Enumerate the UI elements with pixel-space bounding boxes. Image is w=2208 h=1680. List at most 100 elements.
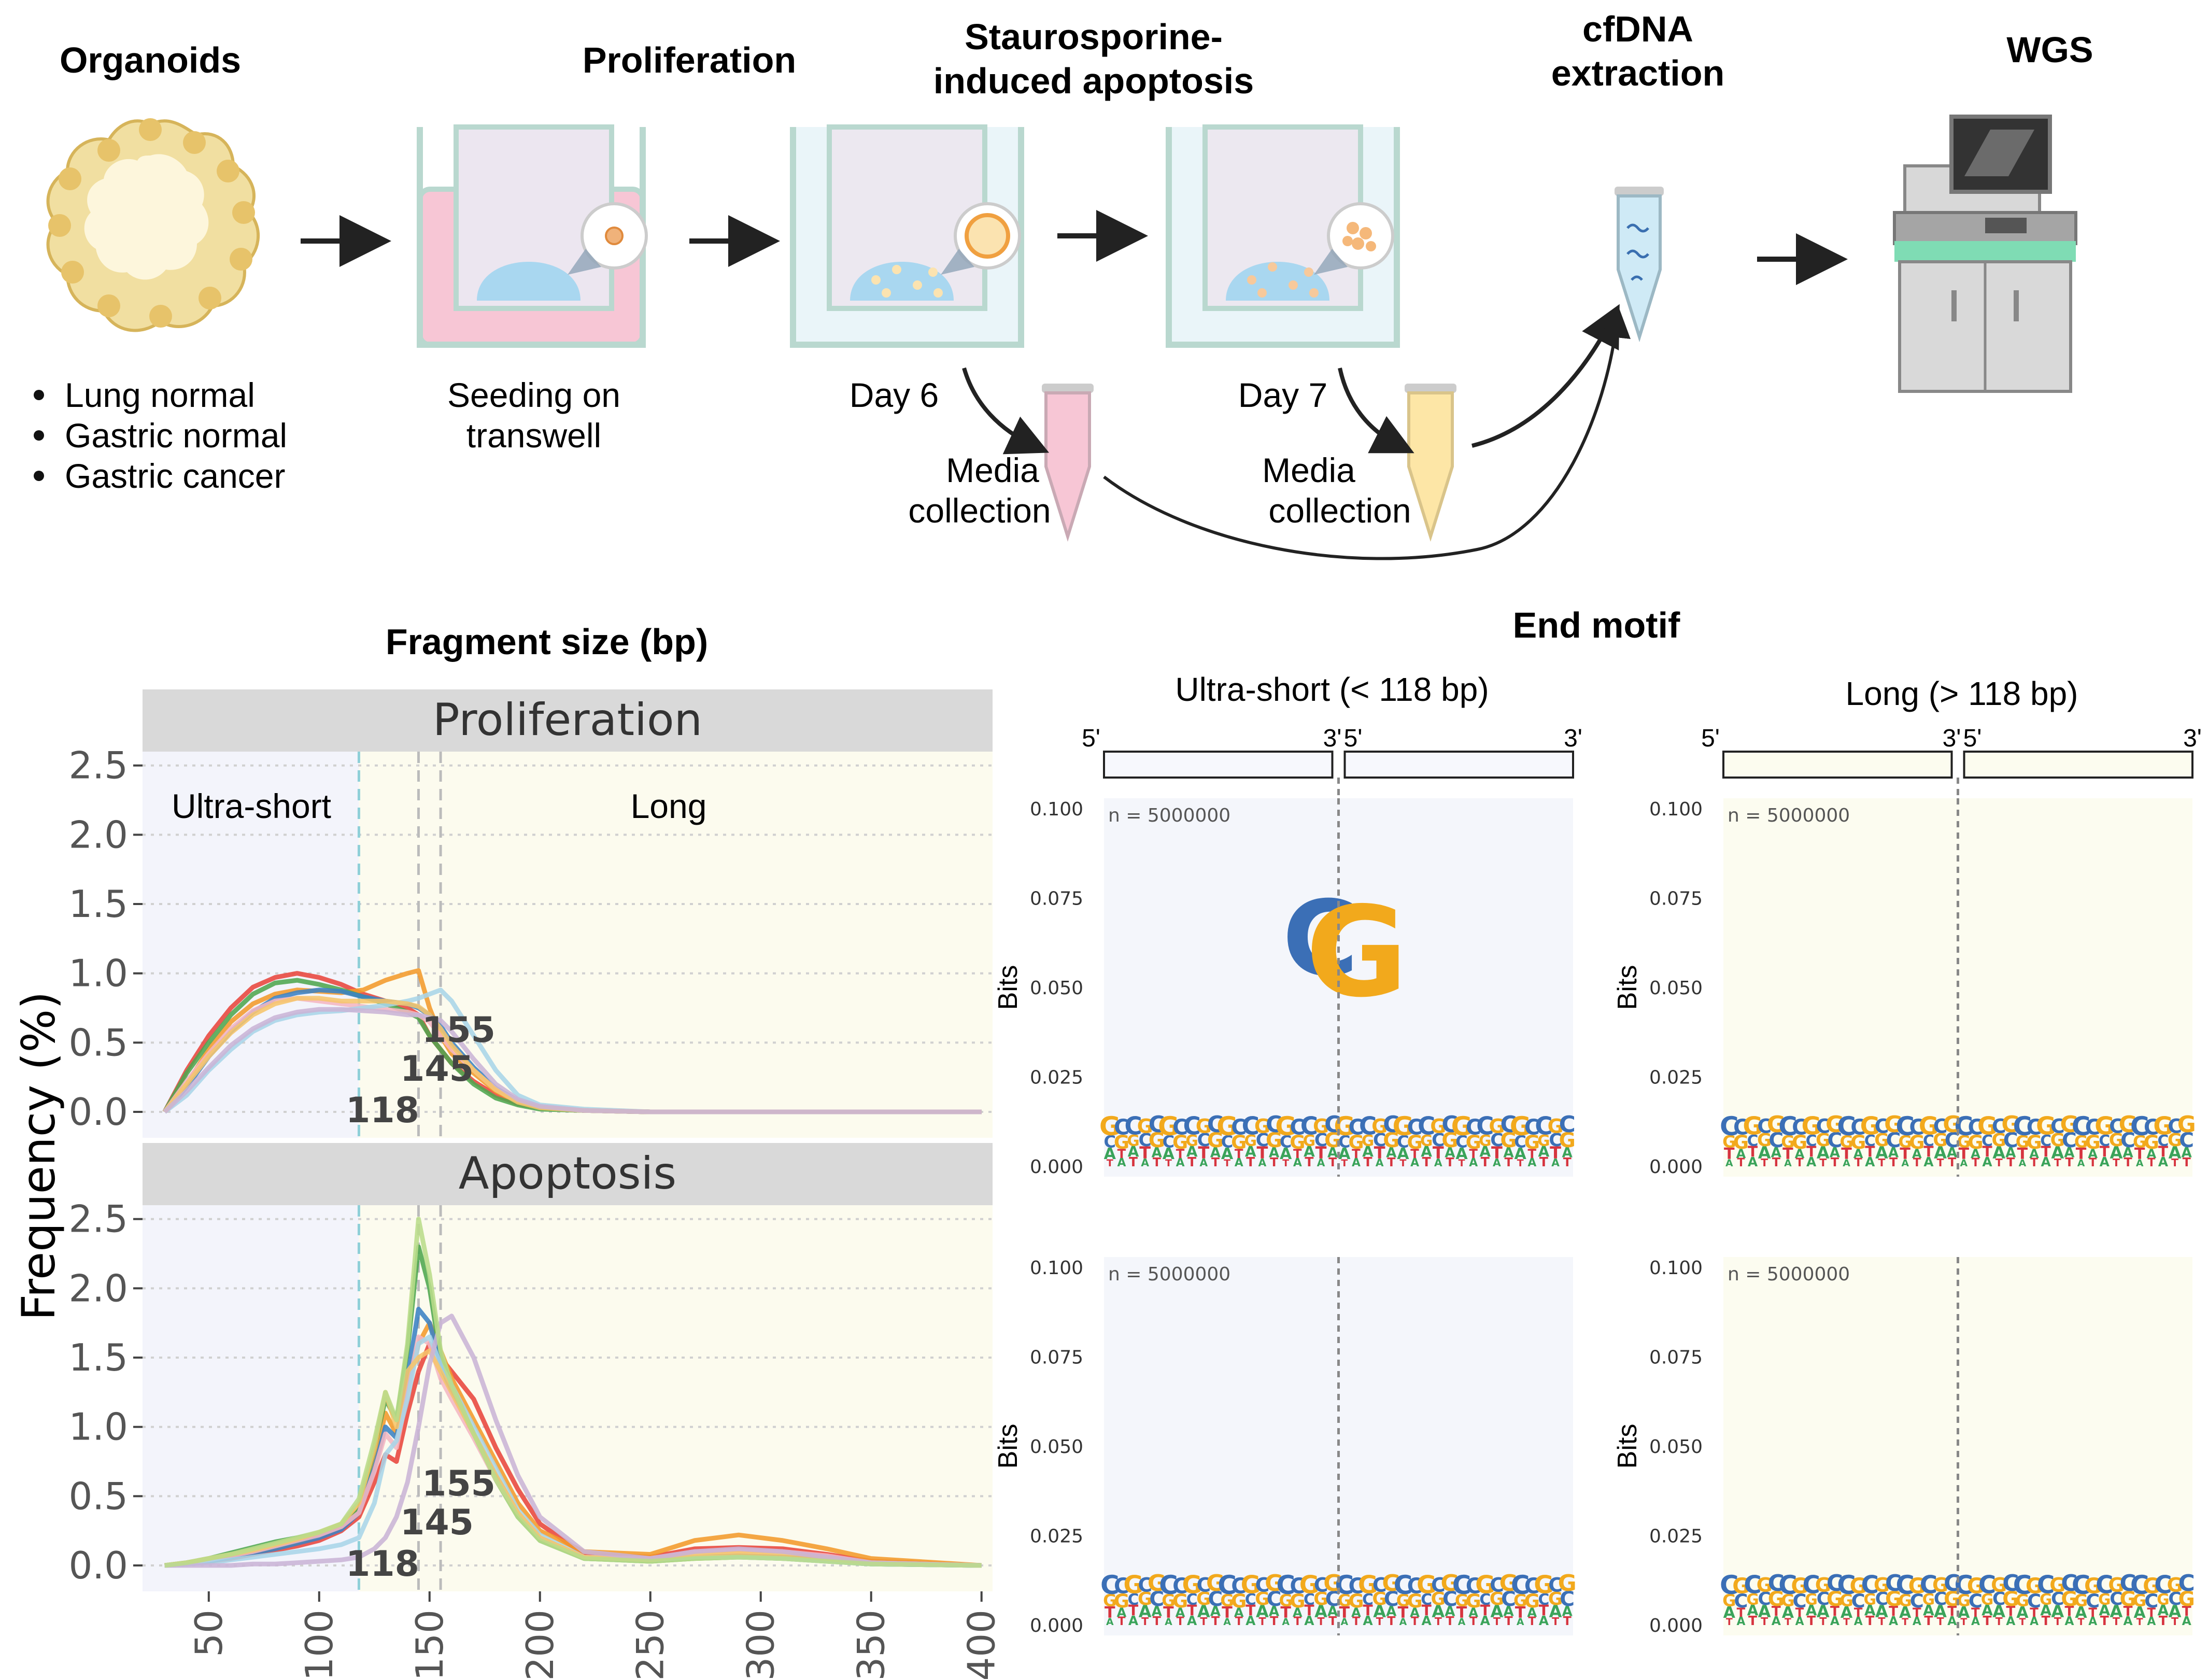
n-label: n = 5000000 [1728,805,1850,826]
logo-letter: C [2062,1129,2077,1152]
logo-letter: G [1441,1129,1458,1152]
logo-letter: G [2049,1574,2065,1597]
bits-tick-label: 0.025 [1030,1526,1083,1547]
logo-letter: T [1724,1145,1735,1163]
logo-letter: C [2168,1589,2181,1610]
bits-label: Bits [993,965,1023,1010]
logo-letter: A [1958,1604,1970,1622]
logo-letter: T [1435,1615,1442,1628]
logo-letter: T [1539,1602,1549,1619]
logo-letter: G [2119,1588,2136,1611]
logo-letter: T [1505,1155,1513,1169]
logo-letter: G [1874,1574,1890,1597]
logo-letter: C [1955,1111,1974,1141]
logo-letter: G [1475,1571,1495,1600]
logo-letter: T [2030,1605,2039,1620]
logo-letter: G [1768,1588,1785,1611]
x-tick-label: 100 [298,1610,341,1680]
logo-letter: G [1746,1591,1759,1609]
logo-letter: G [1510,1111,1531,1141]
logo-letter: T [1117,1615,1125,1628]
logo-letter: T [1282,1157,1289,1169]
logo-letter: A [1128,1613,1139,1628]
logo-letter: G [1114,1590,1129,1612]
logo-letter: G [1313,1589,1328,1610]
logo-letter: T [1819,1156,1827,1169]
logo-letter: T [1176,1146,1185,1161]
logo-letter: C [1231,1573,1247,1598]
logo-letter: C [1314,1130,1327,1151]
logo-letter: G [1489,1115,1505,1138]
logo-letter: G [2040,1591,2052,1609]
logo-letter: C [2178,1570,2195,1597]
logo-letter: G [1417,1571,1436,1600]
logo-letter: G [1815,1574,1831,1597]
end-motif-panel: End motif Ultra-short (< 118 bp) Long (>… [993,605,2202,1636]
logo-letter: A [1210,1146,1221,1161]
cfdna-tube-icon [1615,187,1664,343]
logo-letter: T [1200,1615,1207,1628]
logo-letter: A [1875,1602,1888,1621]
logo-letter: T [1153,1155,1161,1169]
arrow-tube-pink-to-cfdna [1103,306,1631,560]
logo-letter: G [1559,1129,1576,1152]
logo-letter: T [1726,1616,1733,1628]
logo-letter: A [1934,1602,1947,1621]
logo-letter: C [2027,1114,2042,1139]
logo-letter: A [1830,1614,1840,1628]
logo-letter: C [1816,1115,1830,1138]
logo-letter: G [1290,1131,1305,1153]
logo-letter: G [1825,1111,1844,1138]
logo-letter: A [1562,1146,1573,1161]
logo-letter: T [1924,1613,1933,1628]
logo-letter: A [2075,1604,2087,1622]
logo-letter: A [1104,1145,1116,1163]
logo-letter: C [2061,1570,2077,1597]
logo-letter: A [1352,1156,1361,1169]
logo-letter: A [2123,1614,2133,1628]
logo-letter: T [1469,1615,1477,1628]
logo-letter: T [1177,1615,1184,1628]
logo-letter: C [1128,1591,1139,1609]
logo-letter: T [1398,1604,1409,1622]
logo-letter: C [1778,1570,1797,1600]
x-axis-fragment: 50 100 150 200 250 300 350 400 [187,1591,1003,1680]
logo-letter: A [2158,1602,2169,1619]
logo-letter: C [1560,1588,1575,1611]
logo-letter: G [1548,1589,1563,1610]
logo-letter: A [1445,1146,1455,1161]
logo-letter: G [1884,1111,1903,1138]
logo-letter: C [1524,1114,1540,1139]
logo-letter: G [2144,1131,2159,1153]
end-label: 5' [1701,725,1720,752]
logo-letter: A [1269,1604,1280,1620]
logo-letter: A [1469,1156,1478,1169]
logo-letter: A [2040,1602,2051,1619]
logo-letter: G [1466,1590,1481,1612]
logo-letter: G [1266,1129,1282,1152]
chart-panel-proliferation [143,752,993,1138]
logo-letter: A [1758,1143,1771,1163]
logo-letter: A [2030,1615,2039,1628]
logo-letter: T [1995,1156,2003,1169]
logo-letter: T [1235,1615,1243,1628]
logo-letter: C [2158,1132,2169,1150]
bits-tick-label: 0.075 [1649,1347,1703,1368]
logo-letter: A [1293,1156,1302,1169]
y-tick-label: 0.5 [68,1021,128,1064]
logo-letter: C [1837,1111,1856,1141]
logo-letter: C [1500,1111,1517,1138]
bits-tick-label: 0.025 [1649,1526,1703,1547]
logo-letter: T [1900,1145,1910,1163]
logo-letter: A [1362,1143,1374,1161]
organoid-icon [46,118,260,332]
logo-letter: C [1514,1132,1526,1152]
logo-letter: T [2019,1616,2026,1628]
logo-letter: T [1855,1156,1862,1169]
x-tick-label: 400 [960,1610,1003,1680]
end-label: 5' [1082,725,1100,752]
logo-letter: T [1878,1156,1885,1169]
logo-letter: T [1923,1143,1934,1161]
logo-letter: G [2001,1111,2020,1138]
logo-letter: T [2136,1616,2143,1628]
